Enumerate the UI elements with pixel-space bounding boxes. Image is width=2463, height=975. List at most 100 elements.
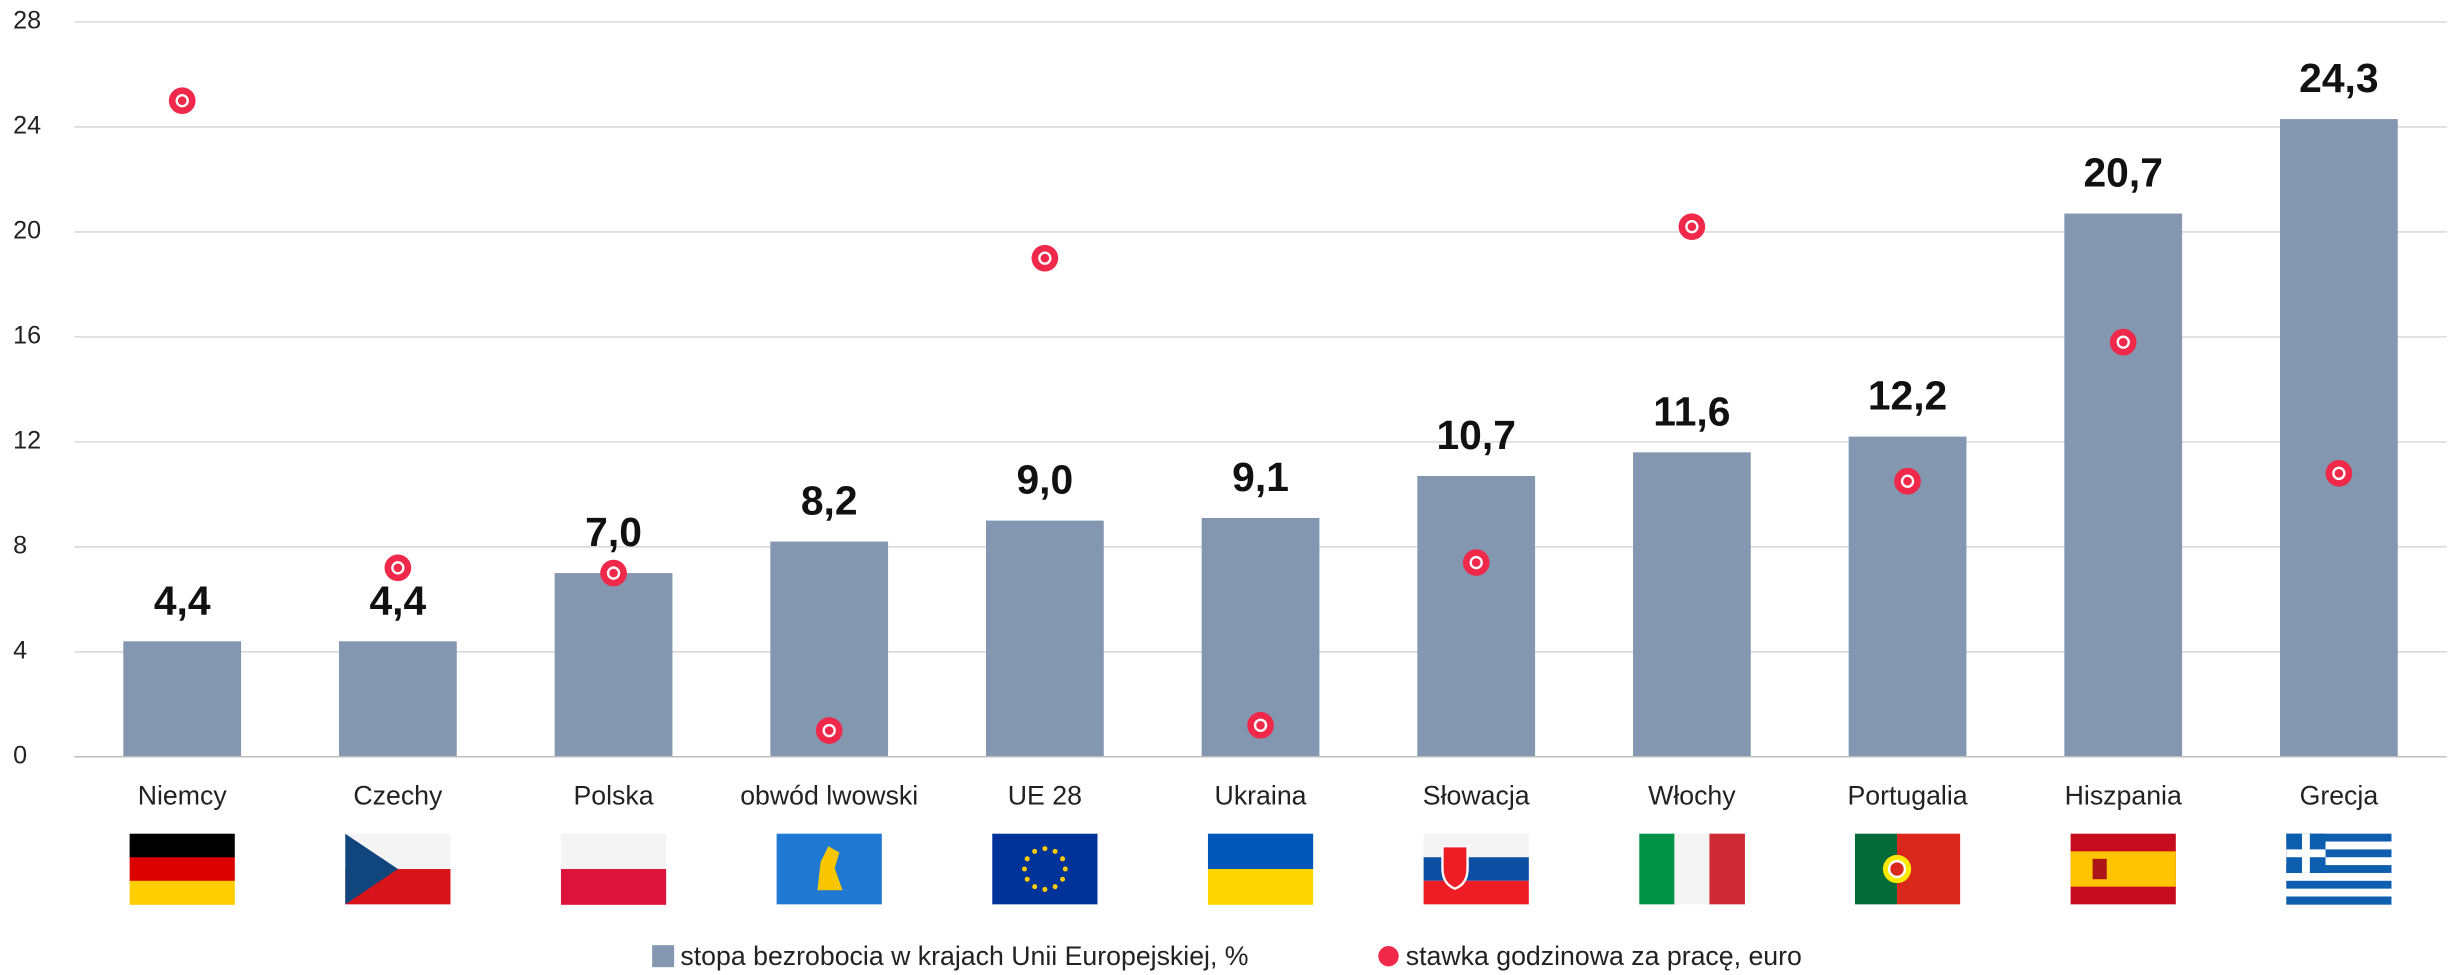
flag-part (1052, 884, 1058, 890)
dot-inner (175, 94, 189, 108)
flag-part (1888, 859, 1907, 879)
flag (992, 833, 1098, 905)
dot-outer (600, 559, 627, 587)
flag-part (1032, 884, 1038, 890)
bar (123, 641, 242, 757)
flag (345, 833, 451, 905)
flag (2070, 833, 2176, 905)
flag-part (1423, 880, 1529, 905)
x-tick-label: Włochy (1648, 781, 1736, 811)
bar (554, 573, 673, 757)
value-label: 9,1 (1232, 454, 1289, 500)
dot-outer (815, 717, 843, 744)
flag-part (2286, 849, 2326, 858)
flag-part (560, 869, 667, 905)
y-tick-label: 20 (13, 217, 41, 245)
dot (1031, 244, 1059, 272)
dot-inner (1685, 219, 1699, 234)
flag-part (1021, 866, 1027, 872)
dot (1462, 549, 1490, 576)
flag (1207, 833, 1314, 905)
value-label: 20,7 (2083, 150, 2162, 196)
bar (1417, 475, 1536, 757)
x-tick-label: Portugalia (1847, 781, 1967, 811)
x-tick-label: Niemcy (138, 781, 228, 811)
value-label: 10,7 (1436, 412, 1515, 458)
y-tick-label: 16 (13, 322, 41, 350)
value-label: 11,6 (1653, 388, 1730, 434)
dot-inner (822, 723, 836, 738)
flag (129, 833, 235, 905)
value-label: 8,2 (801, 478, 858, 524)
flag (1639, 833, 1745, 905)
flag-part (1024, 876, 1030, 882)
x-tick-label: Polska (573, 781, 653, 811)
x-tick-label: Słowacja (1423, 781, 1530, 811)
flag-part (1060, 856, 1066, 862)
x-tick-label: Ukraina (1215, 781, 1307, 811)
bar (2064, 213, 2183, 757)
flag-part (1042, 846, 1048, 852)
dot (1678, 213, 1706, 241)
dot-inner (1253, 718, 1268, 732)
x-tick-label: Hiszpania (2065, 781, 2182, 811)
flag-part (1709, 833, 1745, 905)
flag-part (560, 833, 667, 870)
bar (338, 641, 457, 757)
dot (815, 717, 843, 744)
flag-part (1062, 866, 1068, 872)
dot-outer (384, 554, 412, 582)
legend-label: stawka godzinowa za pracę, euro (1406, 941, 1802, 971)
flag-part (1441, 845, 1469, 890)
flag-part (129, 857, 235, 882)
dot-inner (606, 566, 621, 580)
legend-swatch (652, 945, 675, 968)
y-tick-label: 8 (13, 531, 27, 559)
flag-part (992, 833, 1098, 905)
y-tick-label: 0 (13, 741, 27, 769)
value-label: 4,4 (370, 577, 427, 623)
bar (1633, 452, 1751, 757)
flag (560, 833, 667, 905)
x-tick-label: obwód lwowski (740, 781, 918, 811)
flag (1423, 833, 1529, 905)
dot-outer (1678, 213, 1706, 241)
flag-part (2286, 865, 2392, 874)
flag-part (1639, 833, 1675, 905)
dot-outer (2109, 328, 2137, 356)
dot (168, 87, 196, 115)
dot-inner (1469, 555, 1483, 570)
dot (1247, 711, 1274, 739)
flag-part (2286, 833, 2392, 842)
bar (986, 520, 1104, 757)
flag-part (1207, 833, 1314, 870)
dot (2325, 460, 2353, 487)
flag (1854, 833, 1961, 905)
flag-part (2286, 841, 2392, 850)
flag-part (1674, 833, 1710, 905)
flag-part (817, 846, 843, 891)
dot-inner (1038, 251, 1052, 265)
legend-label: stopa bezrobocia w krajach Unii Europejs… (680, 941, 1248, 971)
flag-part (1207, 869, 1314, 905)
y-tick-label: 28 (13, 7, 41, 35)
value-label: 12,2 (1868, 373, 1947, 419)
x-tick-label: Grecja (2300, 781, 2379, 811)
dot (600, 559, 627, 587)
dot-outer (168, 87, 196, 115)
value-label: 7,0 (585, 509, 642, 555)
flag-part (1423, 857, 1529, 881)
x-tick-label: Czechy (353, 781, 443, 811)
flag-part (2286, 896, 2392, 905)
flag-part (1423, 833, 1529, 858)
flag-part (2070, 851, 2176, 887)
flag-part (2286, 880, 2392, 889)
flag (2286, 833, 2392, 905)
flag-part (2286, 849, 2392, 858)
flag-part (1042, 886, 1048, 892)
dot-outer (2325, 460, 2353, 487)
dot-outer (1247, 711, 1274, 739)
y-tick-label: 12 (13, 426, 41, 454)
legend-swatch (1378, 945, 1399, 967)
